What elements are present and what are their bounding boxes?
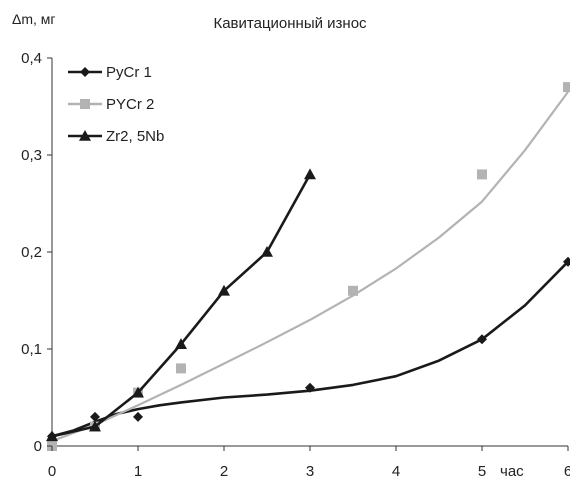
series-2: [46, 168, 316, 442]
x-tick-label: 2: [220, 463, 228, 480]
data-point: [304, 168, 316, 180]
legend-entry: PyCr 1: [68, 64, 152, 81]
data-point: [218, 284, 230, 296]
data-point: [133, 411, 143, 422]
data-point: [563, 256, 570, 267]
y-axis-label: Δm, мг: [12, 11, 56, 27]
data-point: [46, 430, 58, 442]
data-point: [261, 246, 273, 257]
x-tick-label: 4: [392, 463, 400, 480]
x-tick-label: 6: [564, 463, 570, 480]
legend-label: PYCr 2: [106, 96, 154, 113]
x-tick-label: 1: [134, 463, 142, 480]
data-point: [132, 386, 144, 398]
x-tick-label: 0: [48, 463, 56, 480]
data-point: [348, 285, 358, 296]
series-line: [51, 173, 312, 438]
data-point: [175, 338, 187, 349]
y-tick-label: 0,3: [21, 147, 42, 164]
legend-marker: [80, 67, 90, 77]
legend-label: Zr2, 5Nb: [106, 128, 164, 145]
legend-label: PyCr 1: [106, 64, 152, 81]
legend-entry: Zr2, 5Nb: [68, 128, 164, 145]
legend-marker: [79, 130, 91, 141]
data-point: [477, 334, 487, 345]
data-point: [90, 411, 100, 422]
chart-title: Кавитационный износ: [213, 15, 367, 32]
legend-marker: [80, 99, 90, 109]
ticks-layer: 0 0,1 0,2 0,3 0,4 0 1 2 3 4 5 6: [21, 50, 570, 480]
x-tick-label: 3: [306, 463, 314, 480]
y-tick-label: 0,2: [21, 244, 42, 261]
y-tick-label: 0,1: [21, 341, 42, 358]
legend: PyCr 1 PYCr 2 Zr2, 5Nb: [68, 64, 164, 145]
data-point: [89, 420, 101, 432]
data-point: [176, 363, 186, 374]
series-0: [47, 256, 570, 442]
x-tick-label: 5: [478, 463, 486, 480]
data-point: [563, 82, 570, 93]
legend-entry: PYCr 2: [68, 96, 154, 113]
y-tick-label: 0: [34, 438, 42, 455]
y-tick-label: 0,4: [21, 50, 42, 67]
x-axis-label: час: [500, 463, 524, 480]
series-line: [51, 91, 569, 443]
data-point: [477, 169, 487, 180]
data-point: [305, 382, 315, 393]
